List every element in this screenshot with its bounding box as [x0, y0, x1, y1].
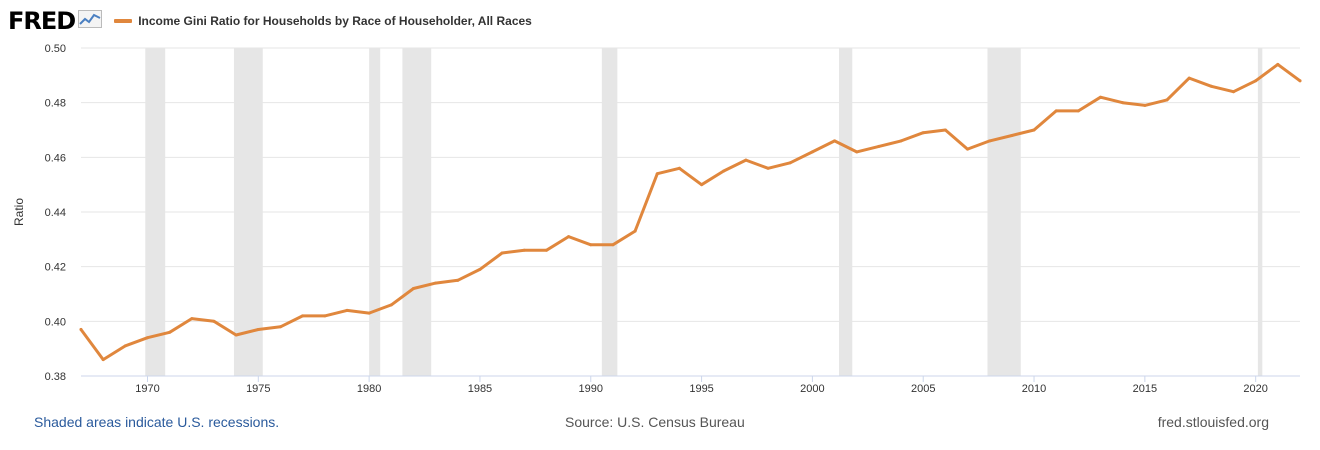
x-tick-label: 2015: [1133, 383, 1157, 395]
y-tick-label: 0.42: [45, 262, 66, 274]
data-point: [456, 278, 460, 282]
series-line: [79, 62, 1302, 362]
chart-header: FRED Income Gini Ratio for Households by…: [8, 6, 532, 36]
chart-line-icon: [78, 9, 103, 33]
data-point: [899, 139, 903, 143]
y-tick-label: 0.40: [45, 316, 66, 328]
recession-note: Shaded areas indicate U.S. recessions.: [34, 414, 280, 430]
data-point: [1121, 101, 1125, 105]
data-point: [877, 144, 881, 148]
data-point: [1010, 133, 1014, 137]
y-axis-label: Ratio: [12, 198, 26, 226]
data-point: [190, 317, 194, 321]
data-point: [744, 158, 748, 162]
data-point: [389, 303, 393, 307]
x-tick-label: 2020: [1243, 383, 1267, 395]
legend-swatch: [114, 19, 133, 23]
data-point: [1099, 95, 1103, 99]
x-tick-label: 1980: [357, 383, 381, 395]
data-point: [234, 333, 238, 337]
data-point: [367, 311, 371, 315]
data-point: [1165, 98, 1169, 102]
data-point: [633, 229, 637, 233]
data-point: [1143, 103, 1147, 107]
y-tick-label: 0.44: [45, 207, 66, 219]
data-point: [677, 166, 681, 170]
data-point: [79, 328, 83, 332]
x-tick-label: 1995: [689, 383, 713, 395]
data-point: [544, 248, 548, 252]
data-point: [833, 139, 837, 143]
site-link[interactable]: fred.stlouisfed.org: [1157, 414, 1269, 430]
data-point: [212, 319, 216, 323]
data-point: [1254, 79, 1258, 83]
data-point: [567, 235, 571, 239]
x-tick-label: 1990: [579, 383, 603, 395]
data-point: [1076, 109, 1080, 113]
data-point: [1054, 109, 1058, 113]
data-point: [434, 281, 438, 285]
data-point: [700, 183, 704, 187]
y-tick-label: 0.46: [45, 152, 66, 164]
x-tick-label: 1985: [468, 383, 492, 395]
data-point: [101, 358, 105, 362]
data-point: [611, 243, 615, 247]
data-point: [921, 131, 925, 135]
data-point: [256, 328, 260, 332]
y-tick-label: 0.38: [45, 371, 66, 383]
data-point: [123, 344, 127, 348]
data-point: [345, 308, 349, 312]
data-point: [722, 169, 726, 173]
data-point: [589, 243, 593, 247]
source-note: Source: U.S. Census Bureau: [565, 414, 745, 430]
data-point: [810, 150, 814, 154]
data-point: [1298, 79, 1302, 83]
data-point: [478, 267, 482, 271]
data-point: [1209, 84, 1213, 88]
data-point: [168, 330, 172, 334]
data-point: [855, 150, 859, 154]
legend-label: Income Gini Ratio for Households by Race…: [138, 14, 532, 28]
data-point: [988, 139, 992, 143]
x-tick-label: 2010: [1022, 383, 1046, 395]
data-point: [145, 336, 149, 340]
data-point: [1032, 128, 1036, 132]
fred-logo[interactable]: FRED: [8, 7, 103, 35]
data-point: [966, 147, 970, 151]
data-point: [655, 172, 659, 176]
data-point: [943, 128, 947, 132]
fred-logo-text: FRED: [8, 7, 76, 35]
data-point: [301, 314, 305, 318]
x-tick-label: 2005: [911, 383, 935, 395]
data-point: [323, 314, 327, 318]
data-point: [500, 251, 504, 255]
data-point: [278, 325, 282, 329]
x-tick-label: 1970: [135, 383, 159, 395]
data-point: [788, 161, 792, 165]
y-tick-label: 0.50: [45, 43, 66, 55]
data-point: [766, 166, 770, 170]
x-tick-label: 2000: [800, 383, 824, 395]
data-point: [522, 248, 526, 252]
data-point: [411, 287, 415, 291]
x-tick-label: 1975: [246, 383, 270, 395]
y-tick-label: 0.48: [45, 98, 66, 110]
data-point: [1276, 62, 1280, 66]
data-point: [1187, 76, 1191, 80]
chart-legend: Income Gini Ratio for Households by Race…: [114, 14, 532, 28]
data-point: [1232, 90, 1236, 94]
